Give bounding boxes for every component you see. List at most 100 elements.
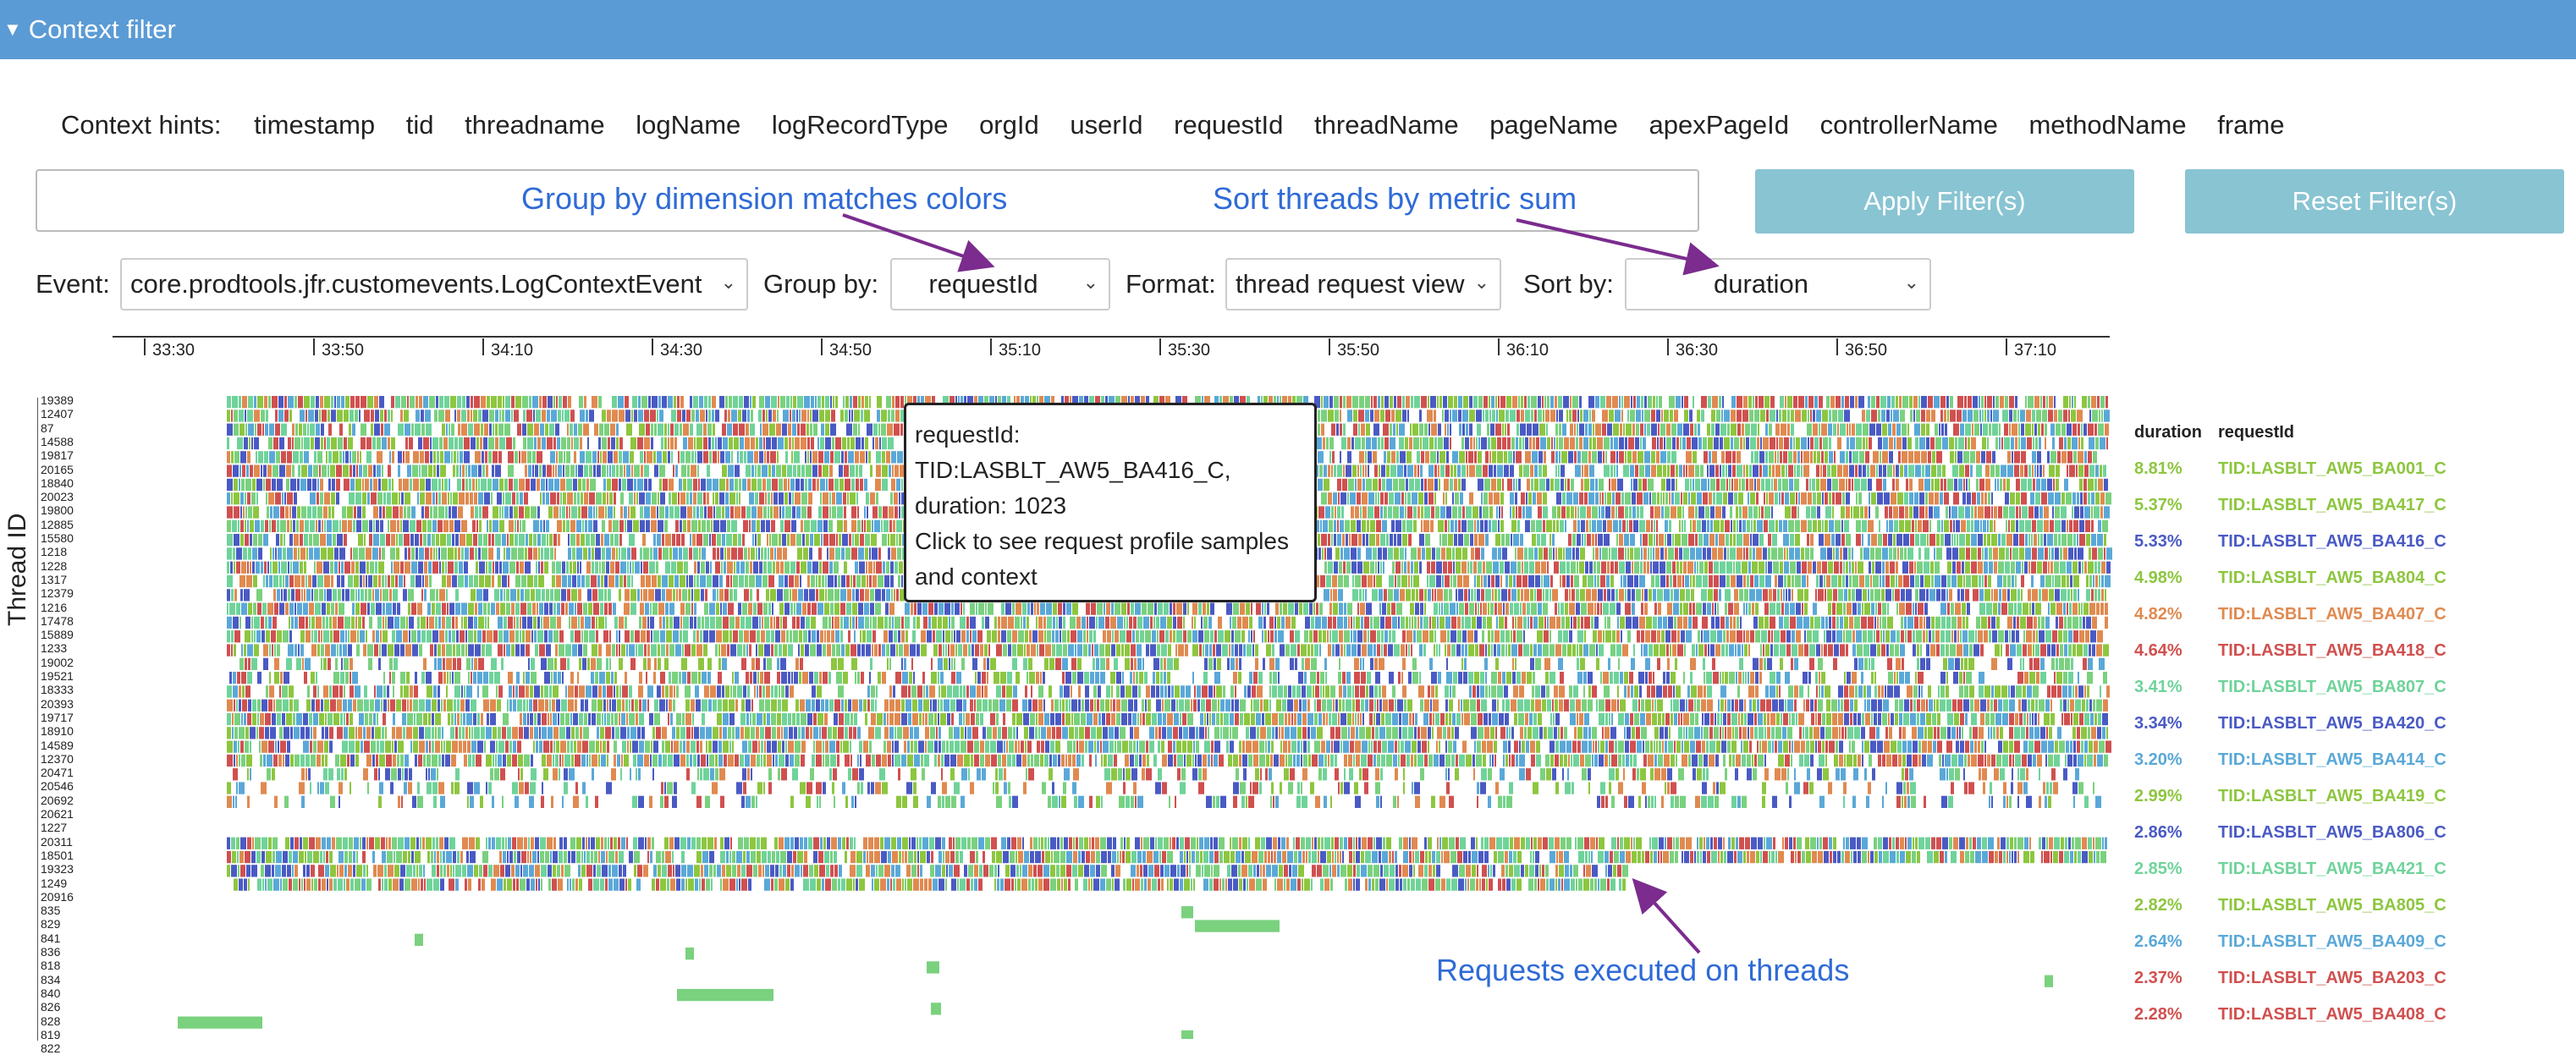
request-bar[interactable] bbox=[601, 575, 603, 587]
request-bar[interactable] bbox=[1362, 534, 1365, 546]
request-bar[interactable] bbox=[1428, 479, 1434, 491]
request-bar[interactable] bbox=[287, 451, 292, 463]
request-bar[interactable] bbox=[1935, 562, 1940, 574]
request-bar[interactable] bbox=[694, 562, 696, 574]
request-bar[interactable] bbox=[515, 451, 518, 463]
request-bar[interactable] bbox=[458, 424, 460, 436]
request-bar[interactable] bbox=[1547, 562, 1549, 574]
request-bar[interactable] bbox=[881, 409, 887, 421]
request-bar[interactable] bbox=[256, 479, 262, 491]
request-bar[interactable] bbox=[731, 409, 737, 421]
request-bar[interactable] bbox=[1760, 409, 1765, 421]
request-bar[interactable] bbox=[2001, 534, 2006, 546]
request-bar[interactable] bbox=[509, 534, 514, 546]
request-bar[interactable] bbox=[2019, 534, 2024, 546]
request-bar[interactable] bbox=[632, 562, 634, 574]
request-bar[interactable] bbox=[825, 437, 831, 449]
request-bar[interactable] bbox=[301, 437, 303, 449]
request-bar[interactable] bbox=[1759, 562, 1764, 574]
request-bar[interactable] bbox=[1412, 424, 1418, 436]
request-bar[interactable] bbox=[2080, 506, 2083, 518]
request-bar[interactable] bbox=[279, 575, 282, 587]
request-bar[interactable] bbox=[359, 409, 361, 421]
request-bar[interactable] bbox=[1531, 396, 1537, 408]
request-bar[interactable] bbox=[1785, 492, 1789, 504]
request-bar[interactable] bbox=[2000, 479, 2002, 491]
request-bar[interactable] bbox=[1472, 506, 1478, 518]
request-bar[interactable] bbox=[517, 424, 521, 436]
request-bar[interactable] bbox=[236, 562, 240, 574]
request-bar[interactable] bbox=[844, 506, 846, 518]
request-bar[interactable] bbox=[1733, 534, 1736, 546]
request-bar[interactable] bbox=[1693, 451, 1697, 463]
request-bar[interactable] bbox=[1854, 479, 1860, 491]
request-bar[interactable] bbox=[498, 396, 502, 408]
request-bar[interactable] bbox=[641, 562, 642, 574]
request-bar[interactable] bbox=[1838, 409, 1843, 421]
request-bar[interactable] bbox=[276, 534, 279, 546]
request-bar[interactable] bbox=[856, 437, 861, 449]
request-bar[interactable] bbox=[2001, 437, 2003, 449]
request-bar[interactable] bbox=[349, 492, 355, 504]
request-bar[interactable] bbox=[2043, 465, 2045, 477]
request-bar[interactable] bbox=[625, 520, 626, 532]
request-bar[interactable] bbox=[1751, 451, 1753, 463]
request-bar[interactable] bbox=[1788, 520, 1794, 532]
request-bar[interactable] bbox=[729, 479, 734, 491]
request-bar[interactable] bbox=[523, 409, 526, 421]
request-bar[interactable] bbox=[387, 492, 391, 504]
request-bar[interactable] bbox=[1703, 492, 1708, 504]
request-bar[interactable] bbox=[542, 437, 546, 449]
request-bar[interactable] bbox=[1527, 424, 1532, 436]
request-bar[interactable] bbox=[2072, 424, 2077, 436]
request-bar[interactable] bbox=[1370, 409, 1373, 421]
request-bar[interactable] bbox=[1978, 547, 1981, 559]
request-bar[interactable] bbox=[604, 534, 609, 546]
request-bar[interactable] bbox=[1464, 534, 1469, 546]
request-bar[interactable] bbox=[1525, 437, 1528, 449]
request-bar[interactable] bbox=[251, 492, 256, 504]
request-bar[interactable] bbox=[297, 506, 300, 518]
request-bar[interactable] bbox=[731, 547, 737, 559]
request-bar[interactable] bbox=[1779, 492, 1781, 504]
request-bar[interactable] bbox=[1984, 506, 1990, 518]
request-bar[interactable] bbox=[586, 479, 589, 491]
request-bar[interactable] bbox=[792, 492, 794, 504]
request-bar[interactable] bbox=[2080, 492, 2083, 504]
request-bar[interactable] bbox=[845, 547, 850, 559]
request-bar[interactable] bbox=[726, 479, 729, 491]
request-bar[interactable] bbox=[1698, 534, 1703, 546]
request-bar[interactable] bbox=[1593, 562, 1596, 574]
request-bar[interactable] bbox=[2032, 451, 2036, 463]
request-bar[interactable] bbox=[894, 562, 898, 574]
request-bar[interactable] bbox=[784, 520, 790, 532]
request-bar[interactable] bbox=[447, 534, 451, 546]
request-bar[interactable] bbox=[392, 451, 394, 463]
request-bar[interactable] bbox=[1502, 547, 1507, 559]
request-bar[interactable] bbox=[1866, 409, 1870, 421]
request-bar[interactable] bbox=[1537, 492, 1542, 504]
request-bar[interactable] bbox=[1577, 534, 1581, 546]
request-bar[interactable] bbox=[738, 534, 741, 546]
request-bar[interactable] bbox=[605, 506, 607, 518]
request-bar[interactable] bbox=[1331, 424, 1335, 436]
request-bar[interactable] bbox=[872, 437, 874, 449]
request-bar[interactable] bbox=[1900, 409, 1905, 421]
request-bar[interactable] bbox=[882, 534, 887, 546]
request-bar[interactable] bbox=[1366, 424, 1370, 436]
request-bar[interactable] bbox=[540, 520, 542, 532]
request-bar[interactable] bbox=[1324, 547, 1326, 559]
request-bar[interactable] bbox=[1489, 451, 1491, 463]
request-bar[interactable] bbox=[2106, 562, 2111, 574]
request-bar[interactable] bbox=[2064, 437, 2067, 449]
request-bar[interactable] bbox=[1505, 534, 1510, 546]
request-bar[interactable] bbox=[1968, 437, 1970, 449]
request-bar[interactable] bbox=[403, 451, 405, 463]
request-bar[interactable] bbox=[1946, 396, 1949, 408]
request-bar[interactable] bbox=[1700, 465, 1704, 477]
request-bar[interactable] bbox=[872, 506, 878, 518]
request-bar[interactable] bbox=[1688, 465, 1694, 477]
request-bar[interactable] bbox=[1634, 547, 1640, 559]
request-bar[interactable] bbox=[1390, 465, 1396, 477]
request-bar[interactable] bbox=[848, 451, 854, 463]
